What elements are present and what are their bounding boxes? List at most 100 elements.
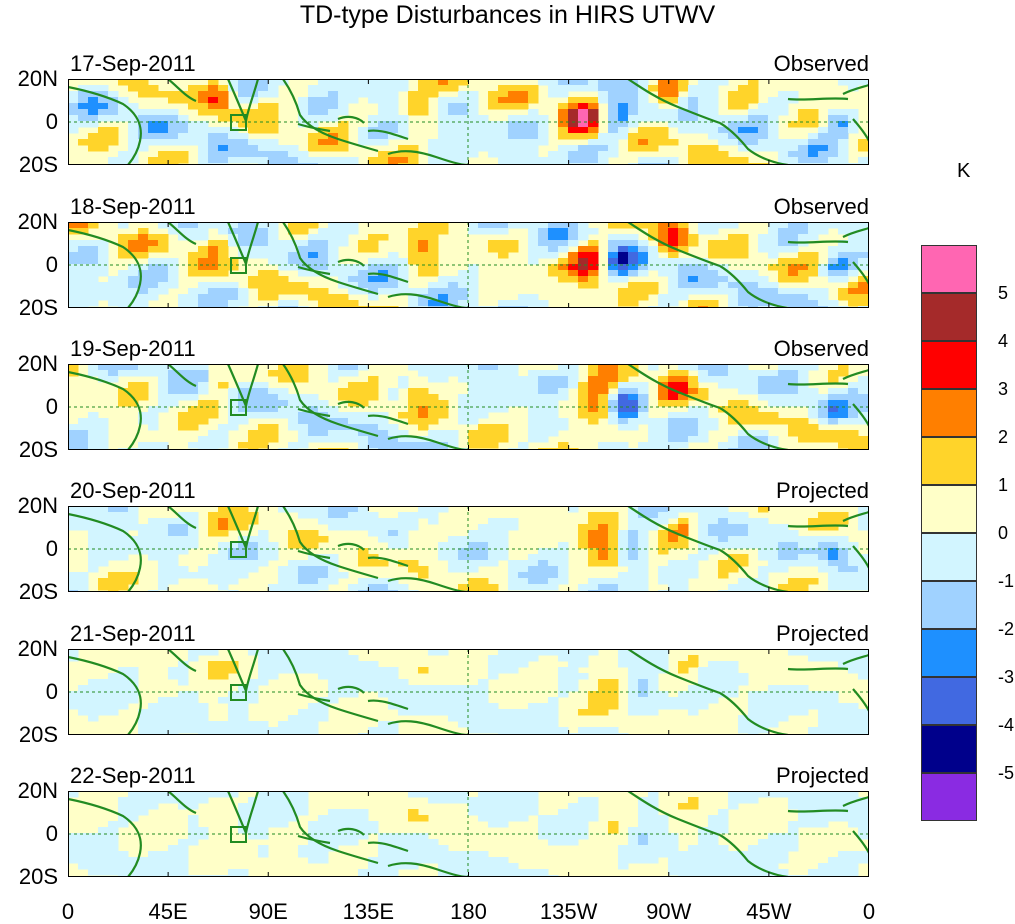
- anomaly-cell: [398, 382, 409, 389]
- anomaly-cell: [318, 845, 329, 852]
- anomaly-cell: [318, 246, 329, 253]
- anomaly-cell: [788, 430, 799, 437]
- anomaly-cell: [708, 691, 719, 698]
- anomaly-cell: [848, 797, 859, 804]
- anomaly-cell: [518, 222, 529, 229]
- anomaly-cell: [648, 364, 659, 371]
- anomaly-cell: [538, 703, 549, 710]
- anomaly-cell: [218, 222, 229, 229]
- anomaly-cell: [258, 536, 269, 543]
- anomaly-cell: [578, 133, 589, 140]
- anomaly-cell: [118, 703, 129, 710]
- anomaly-cell: [608, 139, 619, 146]
- anomaly-cell: [748, 127, 759, 134]
- anomaly-cell: [648, 709, 659, 716]
- anomaly-cell: [558, 727, 569, 734]
- anomaly-cell: [428, 857, 439, 864]
- anomaly-cell: [228, 518, 239, 525]
- anomaly-cell: [508, 578, 519, 585]
- anomaly-cell: [178, 661, 189, 668]
- anomaly-cell: [638, 103, 649, 110]
- anomaly-cell: [638, 145, 649, 152]
- panel-date-label: 22-Sep-2011: [70, 763, 196, 788]
- anomaly-cell: [678, 436, 689, 443]
- anomaly-cell: [558, 827, 569, 834]
- anomaly-cell: [408, 406, 419, 413]
- anomaly-cell: [308, 727, 319, 734]
- anomaly-cell: [668, 370, 679, 377]
- anomaly-cell: [388, 121, 399, 128]
- anomaly-cell: [248, 554, 259, 561]
- anomaly-cell: [168, 139, 179, 146]
- anomaly-cell: [618, 370, 629, 377]
- anomaly-cell: [228, 157, 239, 164]
- anomaly-cell: [198, 145, 209, 152]
- anomaly-cell: [628, 388, 639, 395]
- anomaly-cell: [758, 240, 769, 247]
- anomaly-cell: [608, 79, 619, 86]
- anomaly-cell: [558, 91, 569, 98]
- anomaly-cell: [98, 418, 109, 425]
- anomaly-cell: [408, 863, 419, 870]
- anomaly-cell: [768, 294, 779, 301]
- anomaly-cell: [548, 246, 559, 253]
- anomaly-cell: [708, 863, 719, 870]
- anomaly-cell: [588, 121, 599, 128]
- anomaly-cell: [258, 270, 269, 277]
- anomaly-cell: [858, 655, 869, 662]
- anomaly-cell: [598, 679, 609, 686]
- anomaly-cell: [838, 566, 849, 573]
- anomaly-cell: [138, 418, 149, 425]
- anomaly-cell: [388, 679, 399, 686]
- anomaly-cell: [838, 270, 849, 277]
- anomaly-cell: [368, 584, 379, 591]
- anomaly-cell: [118, 109, 129, 116]
- anomaly-cell: [788, 157, 799, 164]
- anomaly-cell: [188, 412, 199, 419]
- anomaly-cell: [758, 109, 769, 116]
- anomaly-cell: [288, 797, 299, 804]
- anomaly-cell: [298, 370, 309, 377]
- anomaly-cell: [668, 424, 679, 431]
- anomaly-cell: [608, 270, 619, 277]
- anomaly-cell: [148, 91, 159, 98]
- anomaly-cell: [828, 803, 839, 810]
- anomaly-cell: [488, 821, 499, 828]
- anomaly-cell: [128, 79, 139, 86]
- anomaly-cell: [778, 542, 789, 549]
- anomaly-cell: [768, 418, 779, 425]
- anomaly-cell: [198, 246, 209, 253]
- anomaly-cell: [518, 649, 529, 656]
- anomaly-cell: [678, 418, 689, 425]
- anomaly-cell: [468, 394, 479, 401]
- anomaly-cell: [178, 222, 189, 229]
- anomaly-cell: [368, 673, 379, 680]
- anomaly-cell: [138, 300, 149, 307]
- anomaly-cell: [478, 436, 489, 443]
- anomaly-cell: [828, 857, 839, 864]
- anomaly-cell: [508, 661, 519, 668]
- anomaly-cell: [578, 815, 589, 822]
- anomaly-cell: [738, 679, 749, 686]
- anomaly-cell: [228, 560, 239, 567]
- anomaly-cell: [358, 388, 369, 395]
- anomaly-cell: [478, 809, 489, 816]
- anomaly-cell: [448, 151, 459, 158]
- anomaly-cell: [428, 430, 439, 437]
- anomaly-cell: [298, 791, 309, 798]
- anomaly-cell: [468, 803, 479, 810]
- anomaly-cell: [238, 518, 249, 525]
- anomaly-cell: [338, 121, 349, 128]
- anomaly-cell: [748, 133, 759, 140]
- anomaly-cell: [758, 566, 769, 573]
- anomaly-cell: [448, 709, 459, 716]
- anomaly-cell: [118, 815, 129, 822]
- anomaly-cell: [478, 530, 489, 537]
- anomaly-cell: [298, 109, 309, 116]
- anomaly-cell: [218, 554, 229, 561]
- anomaly-cell: [828, 560, 839, 567]
- anomaly-cell: [248, 394, 259, 401]
- anomaly-cell: [68, 572, 79, 579]
- anomaly-cell: [128, 246, 139, 253]
- anomaly-cell: [508, 240, 519, 247]
